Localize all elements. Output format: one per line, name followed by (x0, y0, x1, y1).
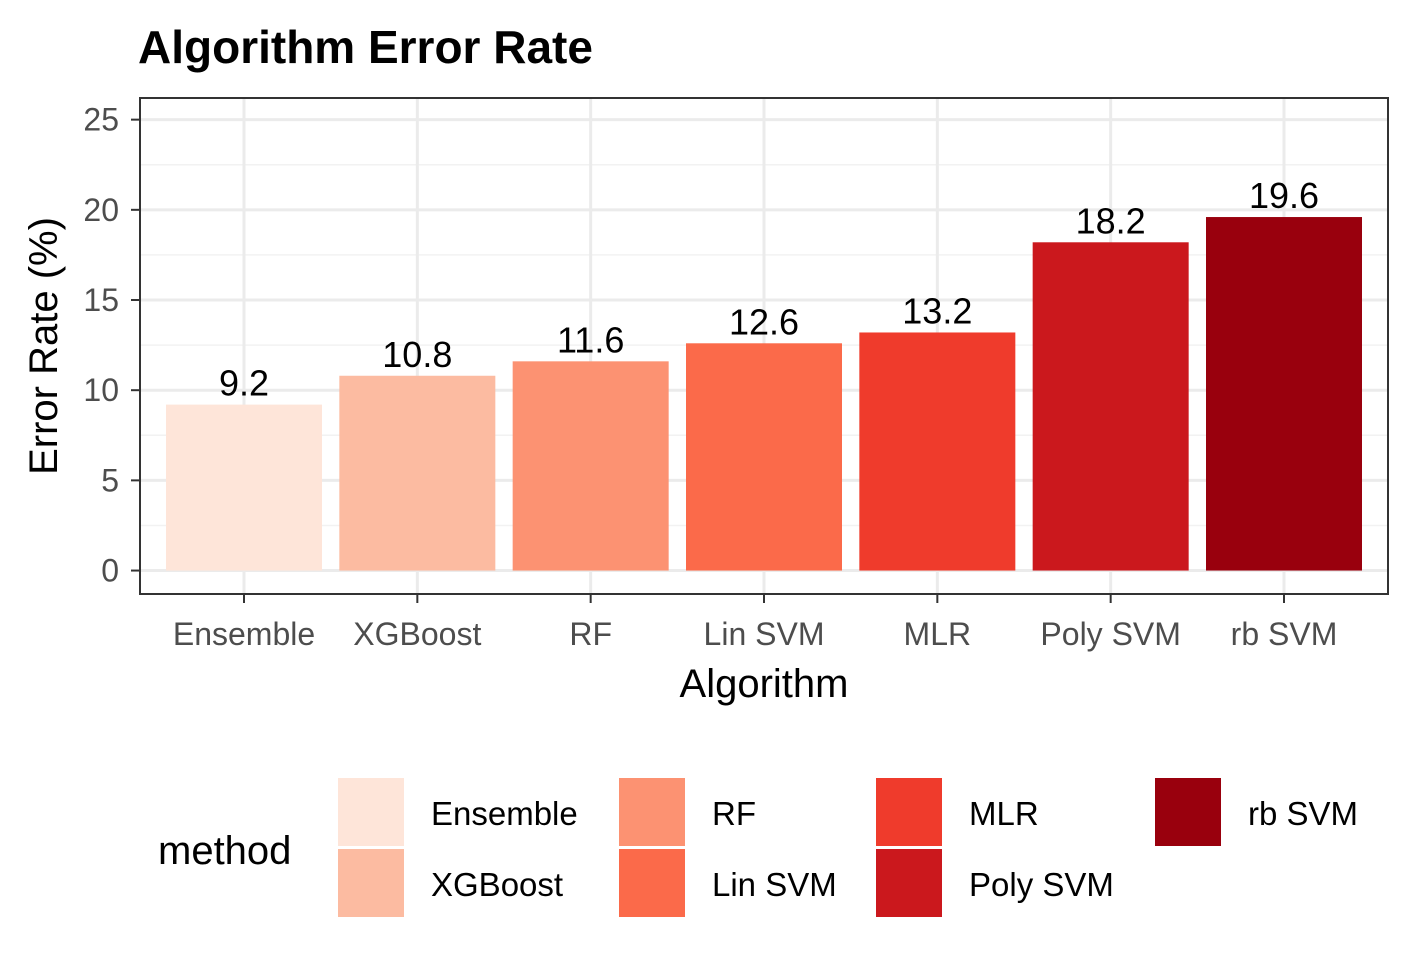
bar-label: 13.2 (902, 290, 972, 331)
bar-mlr (859, 332, 1016, 571)
bar-xgboost (339, 375, 496, 571)
x-tick-label: Lin SVM (704, 616, 825, 652)
bar-label: 10.8 (382, 334, 452, 375)
legend-label: XGBoost (431, 866, 563, 903)
legend-label: MLR (969, 795, 1039, 832)
legend-key (1155, 778, 1221, 846)
legend-label: Poly SVM (969, 866, 1114, 903)
bar-rf (512, 361, 669, 571)
x-tick-label: XGBoost (353, 616, 481, 652)
legend-key (876, 849, 942, 917)
bar-rb-svm (1206, 217, 1362, 571)
legend-key (338, 849, 404, 917)
bar-poly-svm (1032, 242, 1189, 571)
bar-label: 19.6 (1249, 175, 1319, 216)
y-tick-label: 5 (101, 462, 119, 498)
chart-title: Algorithm Error Rate (138, 21, 593, 73)
y-tick-label: 15 (83, 282, 119, 318)
x-tick-label: RF (569, 616, 612, 652)
bar-label: 18.2 (1076, 200, 1146, 241)
bar-label: 9.2 (219, 363, 269, 404)
legend-key (876, 778, 942, 846)
y-tick-label: 0 (101, 553, 119, 589)
legend: method Ensemble XGBoost RF Lin SVM MLR Poly S… (158, 778, 1358, 917)
x-tick-label: Poly SVM (1040, 616, 1180, 652)
bar-labels: 9.2 10.8 11.6 12.6 13.2 18.2 19.6 (219, 175, 1319, 404)
x-axis-title: Algorithm (680, 662, 849, 706)
y-axis-title: Error Rate (%) (22, 217, 66, 475)
bar-lin-svm (686, 343, 842, 571)
bar-label: 11.6 (557, 319, 624, 360)
legend-key (619, 778, 685, 846)
x-axis: Ensemble XGBoost RF Lin SVM MLR Poly SVM rb SV… (173, 594, 1337, 652)
y-axis: 0 5 10 15 20 25 (83, 102, 140, 589)
x-tick-label: Ensemble (173, 616, 315, 652)
legend-items: Ensemble XGBoost RF Lin SVM MLR Poly SVM rb SV… (338, 778, 1358, 917)
legend-label: rb SVM (1248, 795, 1358, 832)
legend-title: method (158, 829, 291, 873)
bar-ensemble (166, 404, 322, 571)
y-tick-label: 20 (83, 192, 119, 228)
legend-label: Ensemble (431, 795, 578, 832)
legend-key (619, 849, 685, 917)
x-tick-label: rb SVM (1231, 616, 1338, 652)
bars (166, 217, 1362, 571)
x-tick-label: MLR (904, 616, 972, 652)
legend-label: Lin SVM (712, 866, 837, 903)
legend-label: RF (712, 795, 756, 832)
bar-label: 12.6 (729, 301, 799, 342)
y-tick-label: 10 (83, 372, 119, 408)
legend-key (338, 778, 404, 846)
y-tick-label: 25 (83, 102, 119, 138)
